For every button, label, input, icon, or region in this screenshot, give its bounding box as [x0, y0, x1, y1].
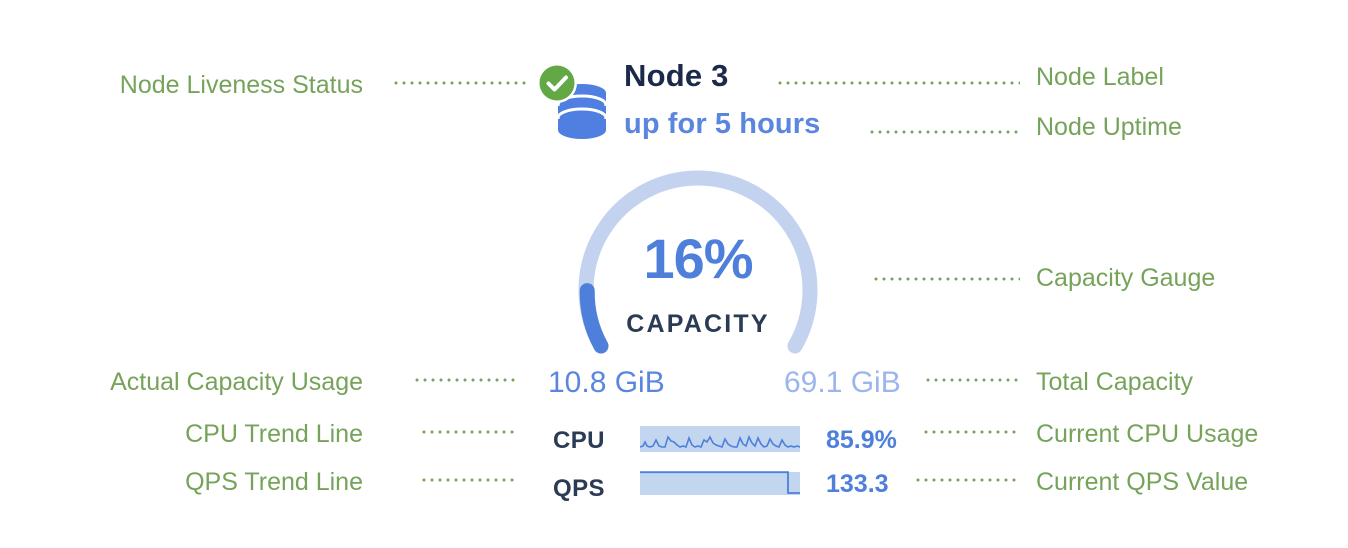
qps-current-value: 133.3 — [826, 470, 889, 498]
node-uptime: up for 5 hours — [624, 108, 821, 140]
leader-line-node-liveness-status — [392, 81, 530, 85]
annotation-node-liveness-status: Node Liveness Status — [119, 71, 363, 99]
annotation-current-qps-value: Current QPS Value — [1036, 468, 1249, 496]
leader-line-qps-trend-line — [420, 478, 516, 482]
check-circle-icon — [537, 63, 577, 103]
annotation-capacity-gauge: Capacity Gauge — [1036, 264, 1216, 292]
annotation-actual-capacity-usage: Actual Capacity Usage — [110, 368, 363, 396]
used-capacity-value: 10.8 GiB — [548, 366, 665, 399]
leader-line-cpu-trend-line — [420, 430, 516, 434]
qps-sparkline — [640, 469, 800, 495]
annotation-total-capacity: Total Capacity — [1036, 368, 1194, 396]
annotation-node-uptime: Node Uptime — [1036, 113, 1182, 141]
annotation-current-cpu-usage: Current CPU Usage — [1036, 420, 1259, 448]
annotation-node-label: Node Label — [1036, 63, 1164, 91]
capacity-gauge — [562, 158, 834, 370]
annotation-qps-trend-line: QPS Trend Line — [185, 468, 363, 496]
cpu-sparkline — [639, 426, 801, 452]
gauge-caption: CAPACITY — [626, 310, 770, 338]
annotation-cpu-trend-line: CPU Trend Line — [185, 420, 363, 448]
leader-line-total-capacity — [924, 378, 1020, 382]
leader-line-capacity-gauge — [872, 277, 1020, 281]
leader-line-actual-capacity-usage — [413, 378, 517, 382]
cpu-current-value: 85.9% — [826, 426, 897, 454]
leader-line-current-cpu-usage — [922, 430, 1020, 434]
node-label: Node 3 — [624, 58, 729, 93]
gauge-percent-value: 16% — [643, 227, 753, 290]
qps-metric-label: QPS — [553, 475, 605, 502]
gauge-track — [578, 170, 818, 354]
node-status-icon-group — [536, 62, 618, 144]
leader-line-current-qps-value — [914, 478, 1020, 482]
gauge-fill — [579, 283, 609, 354]
leader-line-node-uptime — [868, 130, 1020, 134]
cpu-metric-label: CPU — [553, 427, 605, 454]
total-capacity-value: 69.1 GiB — [784, 366, 901, 399]
leader-line-node-label — [776, 81, 1020, 85]
